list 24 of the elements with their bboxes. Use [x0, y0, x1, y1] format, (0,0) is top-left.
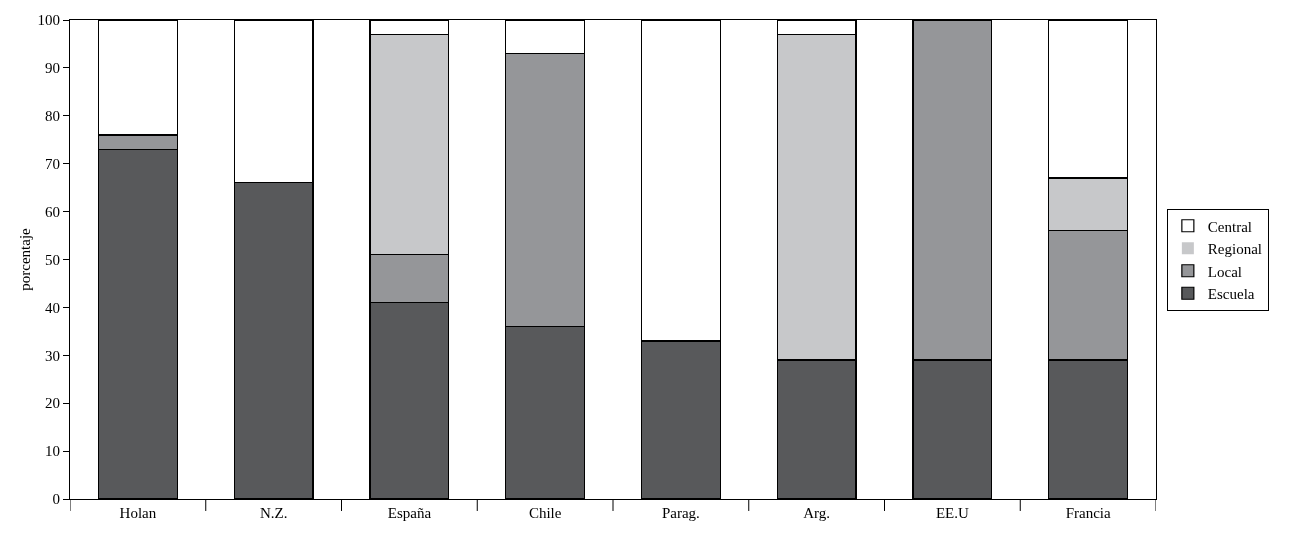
x-tick-label: Arg. [803, 505, 831, 522]
y-tick-label: 40 [44, 299, 60, 316]
y-tick-label: 20 [44, 395, 60, 412]
y-tick-label: 0 [52, 491, 60, 508]
x-tick-label: Francia [1065, 505, 1111, 522]
y-tick-label: 50 [44, 251, 60, 268]
x-tick-label: Holan [119, 505, 157, 522]
legend-label: Central [1207, 218, 1253, 235]
y-tick-label: 100 [37, 12, 60, 29]
legend-label: Local [1207, 263, 1243, 280]
x-tick-label: EE.U [935, 505, 969, 522]
y-tick-label: 10 [44, 443, 60, 460]
y-tick-label: 30 [44, 347, 60, 364]
y-tick-label: 80 [44, 108, 60, 125]
y-tick-label: 60 [44, 203, 60, 220]
x-tick-label: N.Z. [259, 505, 288, 522]
x-tick-label: España [387, 505, 432, 522]
legend-label: Regional [1207, 241, 1263, 258]
y-axis-title: porcentaje [16, 227, 33, 291]
x-tick-label: Chile [528, 505, 562, 522]
y-tick-label: 70 [44, 155, 60, 172]
x-tick-label: Parag. [661, 505, 700, 522]
legend-label: Escuela [1207, 286, 1255, 303]
y-tick-label: 90 [44, 60, 60, 77]
